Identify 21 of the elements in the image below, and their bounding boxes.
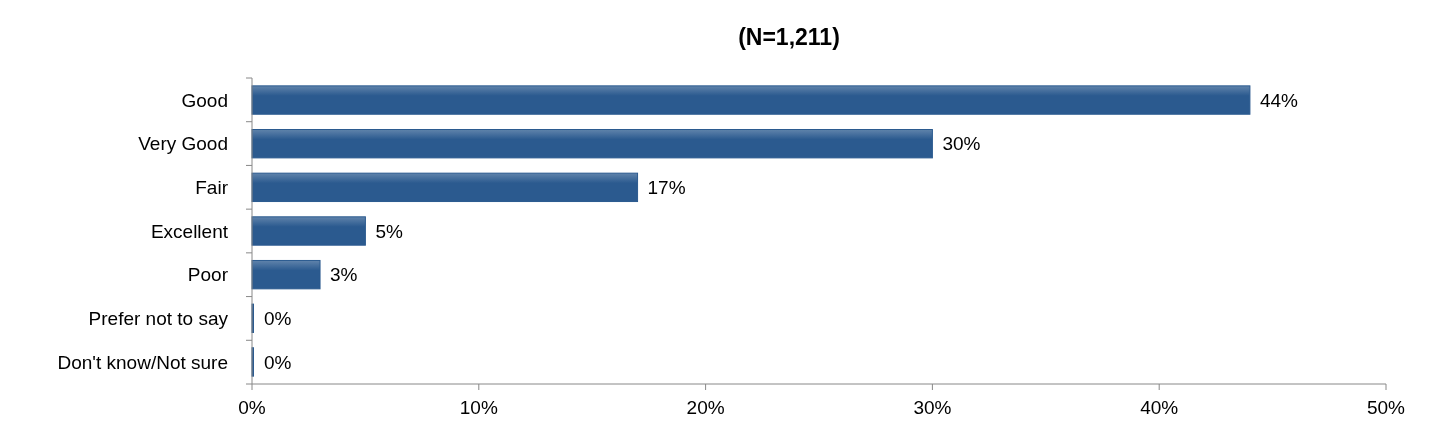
x-tick-label: 10% — [459, 397, 498, 418]
data-label: 30% — [942, 133, 981, 155]
x-tick-label: 0% — [238, 397, 266, 418]
data-label: 3% — [330, 264, 358, 286]
x-tick-label: 30% — [913, 397, 952, 418]
y-tick-label: Very Good — [138, 133, 228, 155]
x-tick-label: 50% — [1366, 397, 1406, 418]
y-tick-label: Excellent — [150, 220, 229, 242]
y-tick-label: Poor — [187, 264, 229, 286]
y-tick-label: Fair — [195, 177, 229, 198]
x-tick-label: 40% — [1140, 397, 1179, 418]
data-label: 44% — [1259, 89, 1299, 111]
data-label: 17% — [647, 177, 686, 198]
chart-title: (N=1,211) — [738, 24, 840, 50]
y-tick-label: Don't know/Not sure — [57, 351, 228, 373]
data-label: 5% — [375, 220, 403, 242]
y-tick-label: Good — [181, 89, 228, 111]
data-label: 0% — [264, 351, 292, 373]
x-tick-label: 20% — [686, 397, 725, 418]
data-label: 0% — [264, 307, 292, 329]
y-tick-label: Prefer not to say — [88, 307, 229, 329]
